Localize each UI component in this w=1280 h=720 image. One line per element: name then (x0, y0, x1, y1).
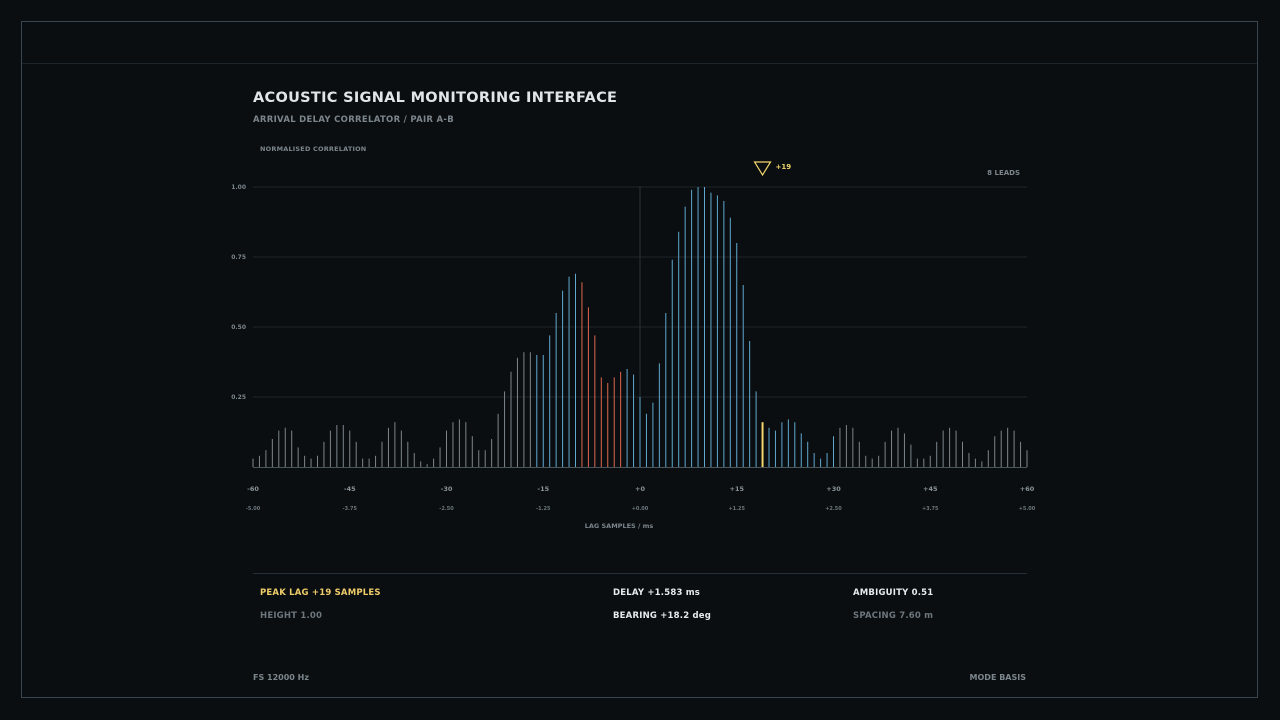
page-subtitle: ARRIVAL DELAY CORRELATOR / PAIR A-B (253, 115, 455, 125)
ambiguity-stat: AMBIGUITY 0.51 (853, 588, 934, 598)
peak-label: +19 (776, 163, 792, 171)
chart-grid (253, 186, 1027, 468)
correlation-chart: 1.00 0.75 0.50 0.25 -60 -5.00 -45 -3.75 -30 -2.5… (231, 161, 1036, 530)
spacing-stat: SPACING 7.60 m (853, 611, 934, 621)
y-tick-label: 1.00 (231, 184, 246, 191)
x-tick-ms-label: +1.25 (728, 506, 745, 512)
x-tick-ms-label: +0.00 (632, 506, 649, 512)
y-tick-label: 0.25 (231, 394, 246, 401)
y-tick-label: 0.75 (231, 254, 246, 261)
x-tick-label: -45 (344, 485, 356, 493)
y-ticks: 1.00 0.75 0.50 0.25 (231, 184, 246, 401)
leads-label: 8 LEADS (987, 169, 1020, 177)
x-ticks: -60 -5.00 -45 -3.75 -30 -2.50 -15 -1.25 +0 +0.00 +… (246, 485, 1036, 512)
peak-triangle-icon (753, 161, 772, 177)
x-tick-ms-label: -2.50 (439, 506, 454, 512)
x-tick-ms-label: +5.00 (1019, 506, 1036, 512)
bearing-stat: BEARING +18.2 deg (613, 611, 712, 621)
x-tick-label: -30 (441, 485, 453, 493)
x-tick-ms-label: +2.50 (825, 506, 842, 512)
x-tick-label: +60 (1020, 485, 1035, 493)
outer-frame (21, 21, 1258, 698)
x-tick-label: +0 (635, 485, 645, 493)
mode-label: MODE BASIS (969, 673, 1026, 682)
height-stat: HEIGHT 1.00 (260, 611, 323, 621)
x-tick-label: +45 (923, 485, 938, 493)
peak-lag-stat: PEAK LAG +19 SAMPLES (260, 588, 381, 598)
x-tick-label: -60 (247, 485, 259, 493)
peak-marker: +19 (753, 161, 792, 177)
y-tick-label: 0.50 (231, 324, 246, 331)
header-divider (22, 63, 1257, 64)
x-tick-ms-label: -1.25 (536, 506, 551, 512)
x-tick-ms-label: -3.75 (343, 506, 358, 512)
x-tick-ms-label: +3.75 (922, 506, 939, 512)
stats-divider (253, 573, 1027, 574)
x-axis-label: LAG SAMPLES / ms (585, 522, 654, 530)
delay-stat: DELAY +1.583 ms (613, 588, 701, 598)
chart-bars (252, 187, 1028, 467)
x-tick-label: -15 (537, 485, 549, 493)
x-tick-ms-label: -5.00 (246, 506, 261, 512)
y-axis-label: NORMALISED CORRELATION (260, 145, 367, 153)
page-title: ACOUSTIC SIGNAL MONITORING INTERFACE (253, 90, 618, 106)
sample-rate-label: FS 12000 Hz (253, 673, 309, 682)
x-tick-label: +30 (826, 485, 841, 493)
x-tick-label: +15 (730, 485, 745, 493)
